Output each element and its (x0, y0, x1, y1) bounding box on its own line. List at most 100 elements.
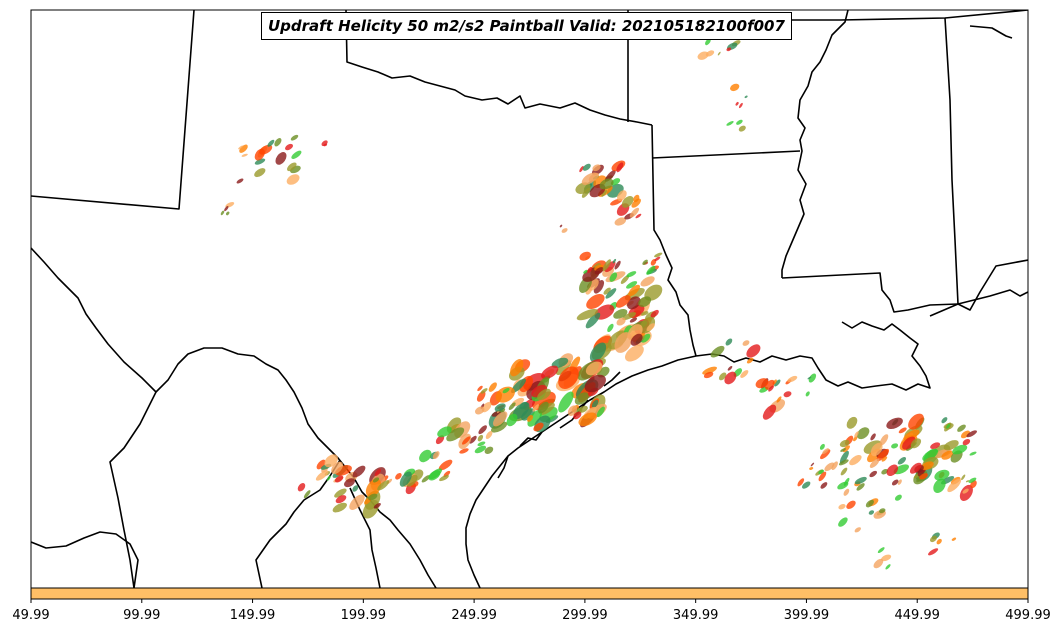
paintball-blob (615, 295, 631, 308)
paintball-blob (495, 386, 515, 403)
paintball-blob (654, 252, 663, 258)
paintball-blob (919, 473, 928, 480)
colorbar-tick-label: 299.99 (562, 608, 608, 623)
paintball-blob (334, 475, 344, 483)
paintball-blob (476, 391, 486, 402)
paintball-blob (762, 404, 777, 420)
paintball-blob (962, 438, 971, 446)
paintball-blob (469, 435, 477, 444)
paintball-blob (362, 499, 379, 519)
paintball-blob (881, 554, 892, 562)
paintball-blob (429, 468, 442, 480)
paintball-blob (873, 558, 884, 569)
paintball-blob (395, 473, 402, 480)
colorbar-tick-label: 449.99 (894, 608, 940, 623)
colorbar-tick-label: 99.99 (123, 608, 160, 623)
paintball-blob (352, 485, 359, 492)
paintball-blob (491, 410, 502, 417)
paintball-blob (267, 139, 275, 147)
paintball-blob (886, 464, 899, 477)
paintball-blob (297, 483, 306, 492)
paintball-blob (609, 272, 618, 282)
paintball-blob (558, 391, 574, 413)
paintball-blob (589, 342, 607, 362)
paintball-blob (591, 399, 599, 408)
paintball-blob (740, 370, 749, 378)
paintball-blob (323, 143, 328, 147)
paintball-blob (809, 467, 814, 470)
paintball-blob (930, 442, 941, 450)
paintball-blob (275, 152, 287, 165)
river-tombigbee (969, 25, 1013, 39)
paintball-blob (646, 265, 656, 275)
colorbar-tick-label: 499.99 (1005, 608, 1051, 623)
paintball-blob (254, 158, 266, 165)
paintball-blob (220, 210, 225, 216)
paintball-blob (439, 474, 449, 482)
paintball-blob (602, 259, 611, 272)
state-border-mississippi-river (781, 10, 849, 278)
paintball-blob (365, 478, 382, 498)
paintball-blob (839, 439, 850, 448)
paintball-blob (629, 207, 640, 218)
paintball-blob (870, 442, 883, 457)
state-border-ms-al (944, 17, 959, 305)
paintball-blob (819, 443, 825, 450)
paintball-blob (846, 416, 858, 429)
paintball-blob (477, 385, 483, 392)
paintball-blob (480, 388, 488, 394)
paintball-blob (533, 422, 544, 432)
paintball-blob (774, 379, 781, 387)
paintball-blob (477, 441, 486, 447)
paintball-blob (607, 323, 614, 333)
paintball-blob (586, 294, 605, 309)
paintball-blob (521, 408, 535, 421)
paintball-blob (808, 373, 817, 383)
paintball-blob (868, 510, 875, 515)
paintball-blob (605, 288, 617, 299)
paintball-blob (621, 195, 634, 208)
paintball-blob (541, 365, 559, 380)
paintball-blob (879, 434, 889, 446)
paintball-blob (856, 427, 870, 440)
paintball-blob (885, 564, 891, 570)
paintball-blob (831, 461, 838, 471)
paintball-blob (840, 448, 846, 452)
paintball-blob (488, 382, 497, 392)
paintball-blob (746, 344, 761, 358)
paintball-blob (254, 168, 266, 178)
paintball-blob (897, 457, 907, 465)
paintball-blob (332, 502, 347, 513)
paintball-blob (865, 499, 874, 508)
colorbar-tick-label: 149.99 (230, 608, 276, 623)
paintball-blob (226, 211, 230, 216)
paintball-blob (484, 446, 494, 454)
border-mexico-states (109, 391, 157, 588)
paintball-blob (224, 206, 229, 212)
paintball-blob (494, 403, 506, 412)
paintball-blob (869, 470, 878, 478)
colorbar-tick-label: 249.99 (451, 608, 497, 623)
paintball-blob (633, 194, 640, 203)
paintball-blob (820, 449, 831, 460)
paintball-blob (646, 323, 655, 332)
paintball-blob (727, 365, 733, 371)
paintball-blob (640, 276, 655, 287)
paintball-blob (508, 402, 516, 410)
paintball-blob (951, 537, 957, 541)
paintball-blob (962, 488, 969, 494)
border-mexico-nuevo-leon (255, 459, 341, 588)
paintball-blob (561, 228, 568, 233)
paintball-blob (285, 143, 293, 151)
paintball-blob (893, 464, 910, 475)
paintball-blob (620, 275, 630, 284)
paintball-blob (477, 434, 484, 442)
paintball-blob (303, 490, 311, 499)
paintball-blob (558, 366, 579, 389)
border-mexico-coahuila (31, 531, 139, 588)
state-border-ar-la (651, 150, 801, 159)
paintball-blob (877, 547, 885, 554)
paintball-blob (787, 375, 798, 383)
paintball-blob (622, 312, 636, 321)
paintball-blob (399, 471, 412, 487)
